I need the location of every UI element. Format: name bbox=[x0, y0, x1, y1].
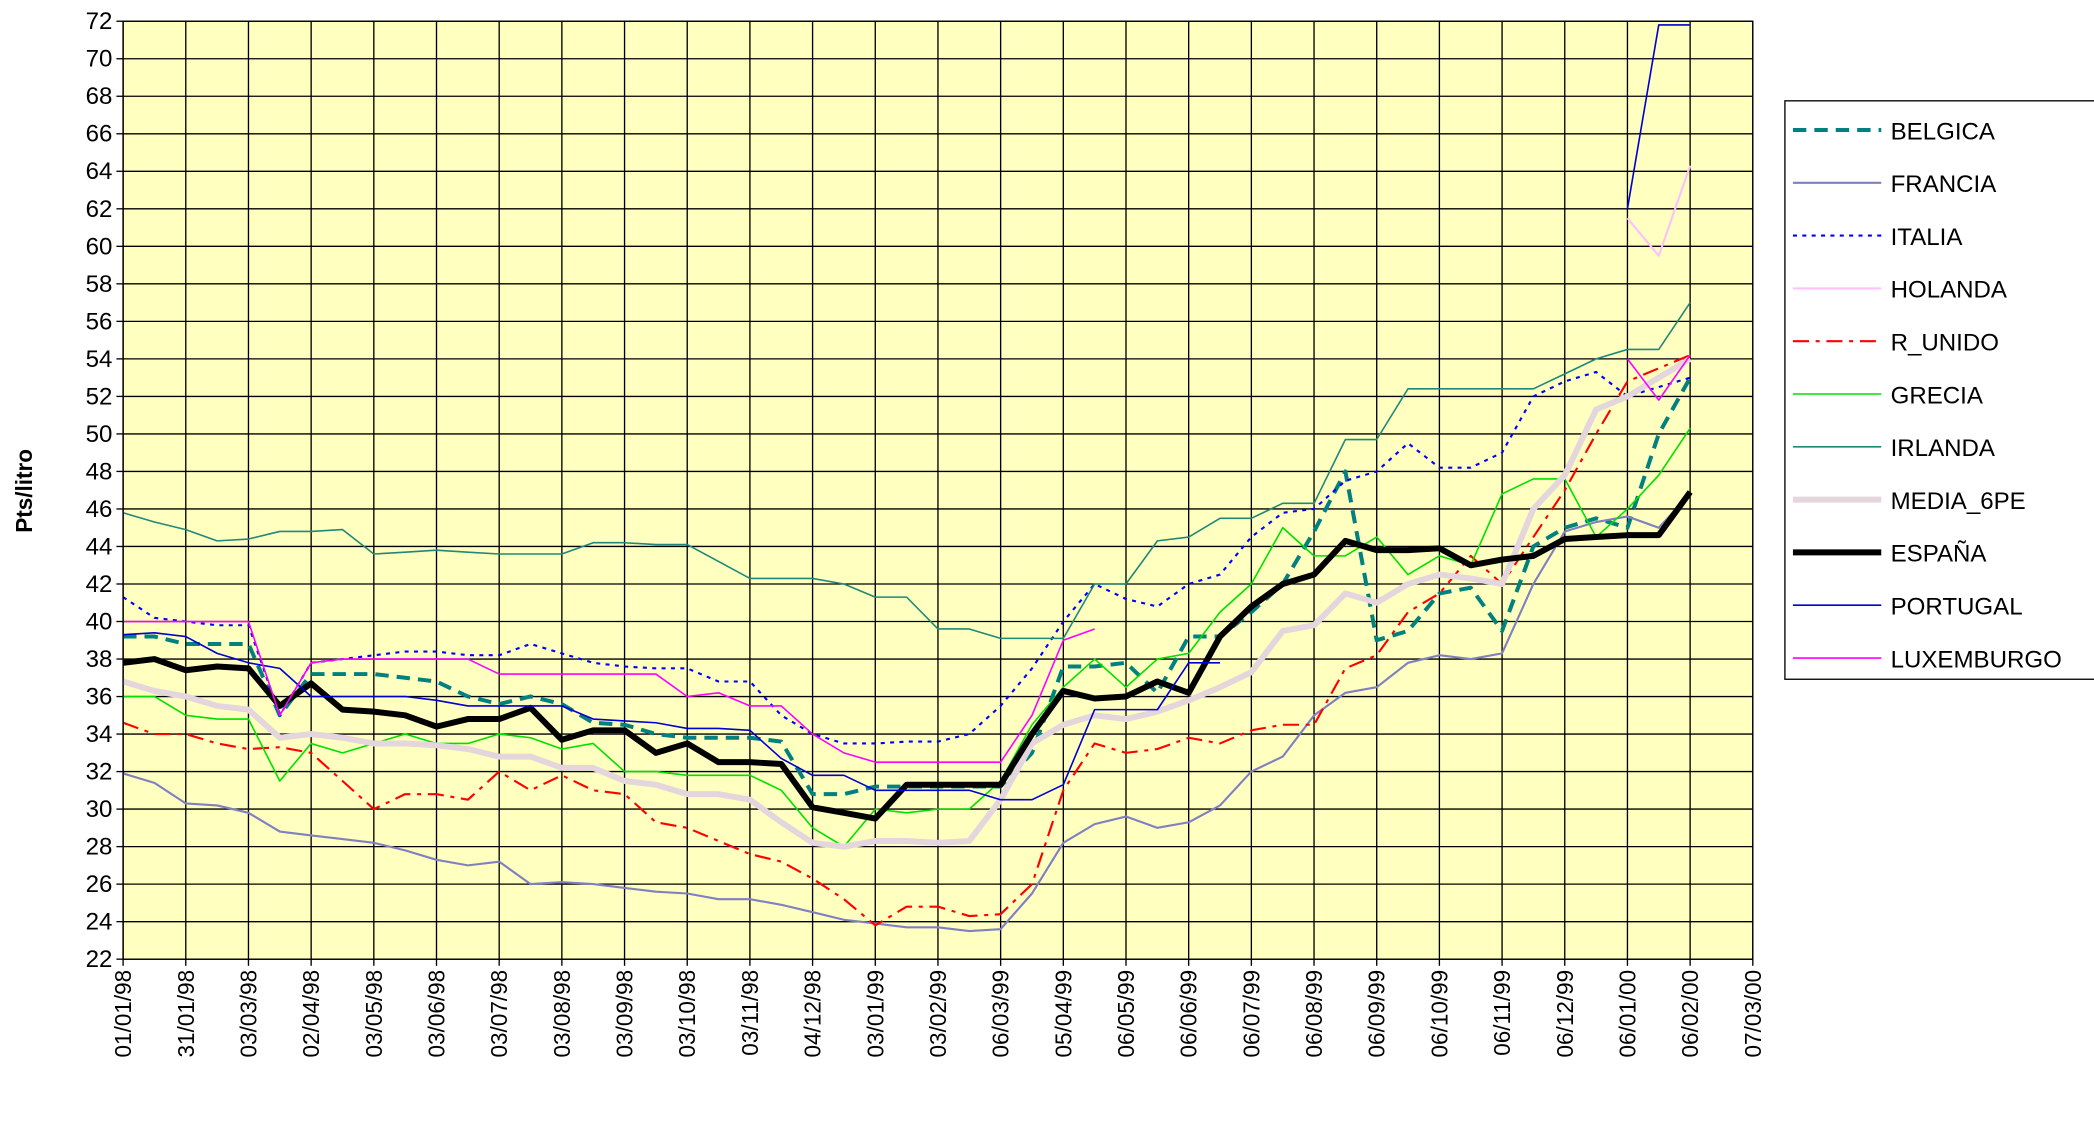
x-tick-label: 03/09/98 bbox=[612, 970, 637, 1058]
y-tick-label: 50 bbox=[86, 421, 113, 448]
x-tick-label: 03/03/98 bbox=[236, 970, 261, 1058]
y-tick-label: 62 bbox=[86, 196, 113, 223]
series-line bbox=[122, 354, 1691, 927]
x-tick-label: 03/11/98 bbox=[738, 970, 763, 1056]
legend-label: ESPAÑA bbox=[1891, 541, 1987, 568]
x-tick-label: 03/01/99 bbox=[863, 970, 888, 1058]
series-line bbox=[123, 24, 1691, 801]
x-tick-label: 31/01/98 bbox=[174, 970, 199, 1058]
legend-label: BELGICA bbox=[1891, 118, 1995, 145]
series-line bbox=[123, 354, 1691, 763]
y-tick-label: 52 bbox=[86, 383, 113, 410]
y-tick-label: 68 bbox=[86, 83, 113, 110]
y-tick-label: 56 bbox=[86, 308, 113, 335]
y-tick-label: 44 bbox=[86, 534, 113, 561]
legend-label: HOLANDA bbox=[1891, 277, 2007, 304]
x-tick-label: 06/01/00 bbox=[1615, 970, 1640, 1058]
legend-label: R_UNIDO bbox=[1891, 330, 1999, 357]
series-line bbox=[122, 356, 1692, 850]
y-tick-label: 30 bbox=[86, 796, 113, 823]
y-tick-label: 72 bbox=[86, 8, 113, 35]
x-tick-label: 02/04/98 bbox=[299, 970, 324, 1058]
y-tick-label: 22 bbox=[86, 946, 113, 973]
y-tick-label: 64 bbox=[86, 158, 113, 185]
legend-label: GRECIA bbox=[1891, 382, 1983, 409]
legend-box bbox=[1784, 100, 2094, 680]
y-tick-label: 46 bbox=[86, 496, 113, 523]
x-tick-label: 07/03/00 bbox=[1741, 970, 1766, 1058]
x-tick-label: 06/09/99 bbox=[1365, 970, 1390, 1058]
x-tick-label: 03/08/98 bbox=[550, 970, 575, 1058]
y-tick-label: 24 bbox=[86, 909, 113, 936]
legend: BELGICA FRANCIA ITALIA HOLANDA R_UNIDO GRECIA… bbox=[1792, 118, 2062, 673]
x-tick-label: 03/10/98 bbox=[675, 970, 700, 1058]
series-line bbox=[1626, 165, 1692, 257]
lines bbox=[122, 24, 1693, 933]
legend-label: PORTUGAL bbox=[1891, 594, 2023, 621]
x-tick-label: 03/05/98 bbox=[362, 970, 387, 1058]
series-line bbox=[122, 493, 1691, 933]
x-tick-label: 06/10/99 bbox=[1427, 970, 1452, 1058]
series-line bbox=[122, 490, 1693, 822]
x-tick-label: 03/02/99 bbox=[926, 970, 951, 1058]
x-tick-label: 06/11/99 bbox=[1490, 970, 1515, 1056]
x-tick-label: 06/06/99 bbox=[1177, 970, 1202, 1058]
x-tick-label: 01/01/98 bbox=[111, 970, 136, 1058]
x-tick-label: 04/12/98 bbox=[801, 970, 826, 1058]
x-tick-label: 06/05/99 bbox=[1114, 970, 1139, 1058]
y-tick-label: 36 bbox=[86, 684, 113, 711]
y-axis-label: Pts/litro bbox=[12, 449, 37, 533]
x-tick-label: 03/06/98 bbox=[424, 970, 449, 1058]
y-tick-label: 66 bbox=[86, 121, 113, 148]
x-tick-label: 06/03/99 bbox=[989, 970, 1014, 1058]
legend-label: IRLANDA bbox=[1891, 435, 1995, 462]
y-tick-label: 32 bbox=[86, 759, 113, 786]
x-tick-label: 05/04/99 bbox=[1051, 970, 1076, 1058]
y-tick-label: 70 bbox=[86, 46, 113, 73]
x-tick-label: 06/12/99 bbox=[1553, 970, 1578, 1058]
y-tick-label: 42 bbox=[86, 571, 113, 598]
x-tick-label: 03/07/98 bbox=[487, 970, 512, 1058]
y-tick-label: 26 bbox=[86, 871, 113, 898]
x-tick-label: 06/02/00 bbox=[1678, 970, 1703, 1058]
legend-label: LUXEMBURGO bbox=[1891, 646, 2062, 673]
y-tick-label: 38 bbox=[86, 646, 113, 673]
x-tick-label: 06/07/99 bbox=[1239, 970, 1264, 1058]
y-tick-label: 60 bbox=[86, 233, 113, 260]
y-tick-label: 54 bbox=[86, 346, 113, 373]
x-tick-label: 06/08/99 bbox=[1302, 970, 1327, 1058]
axes: 22 24 26 28 30 32 34 36 38 40 42 44 46 48 50 52 54 56 58 60… bbox=[86, 8, 1766, 1057]
series-line bbox=[122, 302, 1691, 640]
series-line bbox=[123, 427, 1691, 848]
y-tick-label: 34 bbox=[86, 721, 113, 748]
legend-label: FRANCIA bbox=[1891, 171, 1997, 198]
series-line bbox=[123, 376, 1692, 797]
legend-label: MEDIA_6PE bbox=[1891, 488, 2026, 515]
y-tick-label: 58 bbox=[86, 271, 113, 298]
y-tick-label: 48 bbox=[86, 458, 113, 485]
legend-label: ITALIA bbox=[1891, 224, 1963, 251]
y-tick-label: 40 bbox=[86, 609, 113, 636]
y-tick-label: 28 bbox=[86, 834, 113, 861]
